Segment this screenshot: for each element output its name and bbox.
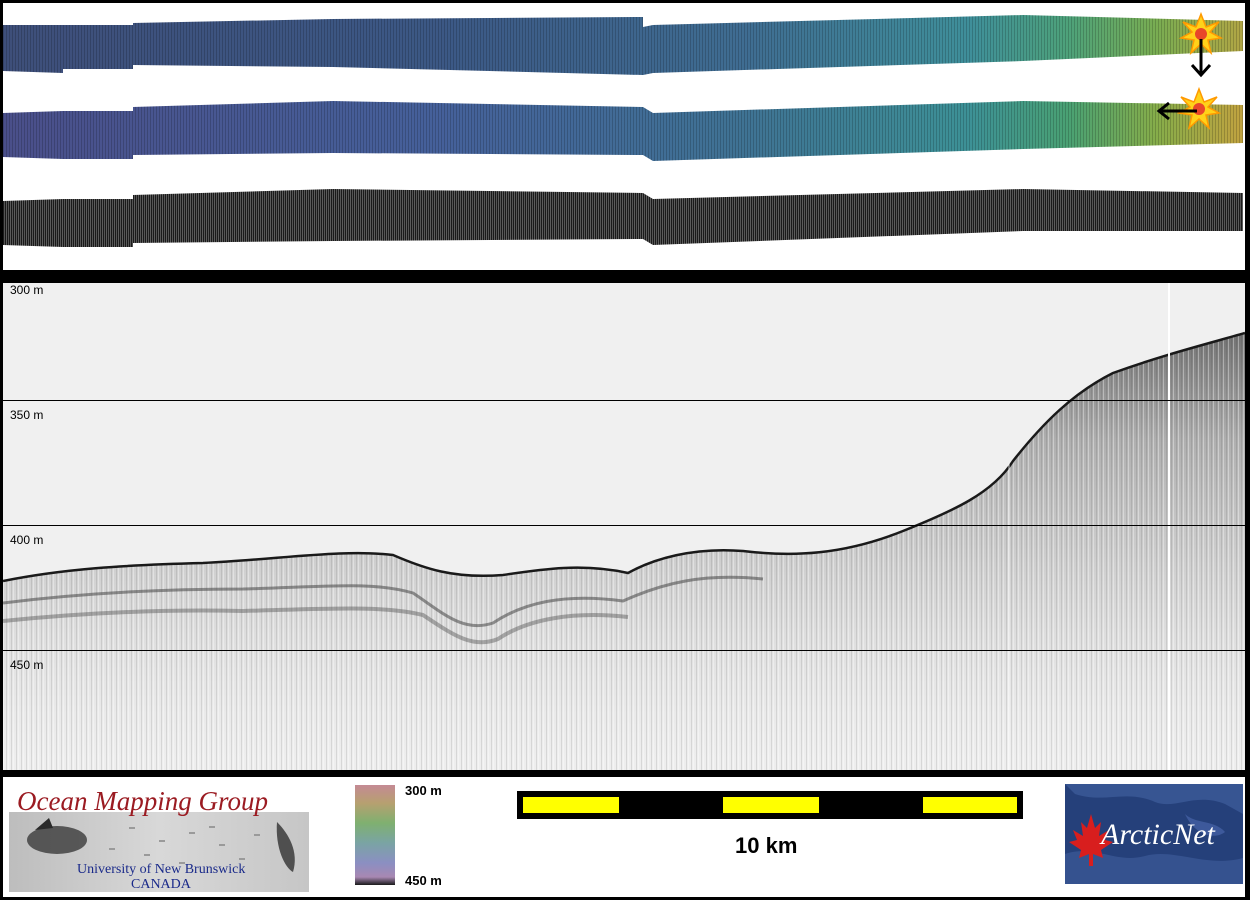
depth-label-300: 300 m xyxy=(10,283,44,297)
footer-legend: Ocean Mapping Group University of New Br… xyxy=(3,777,1245,897)
reflector-2 xyxy=(3,606,629,645)
swath-strip-striped xyxy=(3,101,1243,161)
depth-gridline-350 xyxy=(3,400,1245,401)
scale-bar-caption: 10 km xyxy=(735,833,798,858)
omg-title: Ocean Mapping Group xyxy=(17,786,268,816)
left-arrow-icon xyxy=(1156,101,1197,121)
depth-gridline-450 xyxy=(3,650,1245,651)
seabed-reflector xyxy=(3,331,1245,583)
omg-university: University of New Brunswick xyxy=(77,862,246,877)
ocean-mapping-group-logo: Ocean Mapping Group University of New Br… xyxy=(9,782,309,892)
depth-gridline-400 xyxy=(3,525,1245,526)
down-arrow-icon xyxy=(1190,39,1212,78)
arcticnet-logo: ArcticNet xyxy=(1065,784,1243,884)
swath-strip-backscatter xyxy=(3,189,1243,247)
omg-country: CANADA xyxy=(131,877,191,892)
swath-panel xyxy=(3,3,1245,270)
arcticnet-title: ArcticNet xyxy=(1101,818,1215,851)
scale-bar-segment xyxy=(723,797,819,813)
swath-strips xyxy=(3,11,1243,247)
depth-label-400: 400 m xyxy=(10,533,44,547)
color-bar-bottom-label: 450 m xyxy=(405,873,442,888)
depth-label-450: 450 m xyxy=(10,658,44,672)
color-bar-top-label: 300 m xyxy=(405,783,442,798)
scale-bar xyxy=(517,791,1023,819)
subbottom-profile: 300 m 350 m 400 m 450 m xyxy=(3,283,1245,770)
swath-strip-shaded xyxy=(3,15,1243,75)
arctic-map-image xyxy=(1065,784,1243,884)
maple-leaf-icon xyxy=(1069,814,1113,866)
reflector-1 xyxy=(3,575,764,628)
seafloor-image xyxy=(9,812,309,892)
scale-bar-segment xyxy=(523,797,619,813)
depth-label-350: 350 m xyxy=(10,408,44,422)
depth-color-bar xyxy=(355,785,395,885)
profile-echogram xyxy=(3,283,1245,770)
scale-bar-segment xyxy=(923,797,1017,813)
